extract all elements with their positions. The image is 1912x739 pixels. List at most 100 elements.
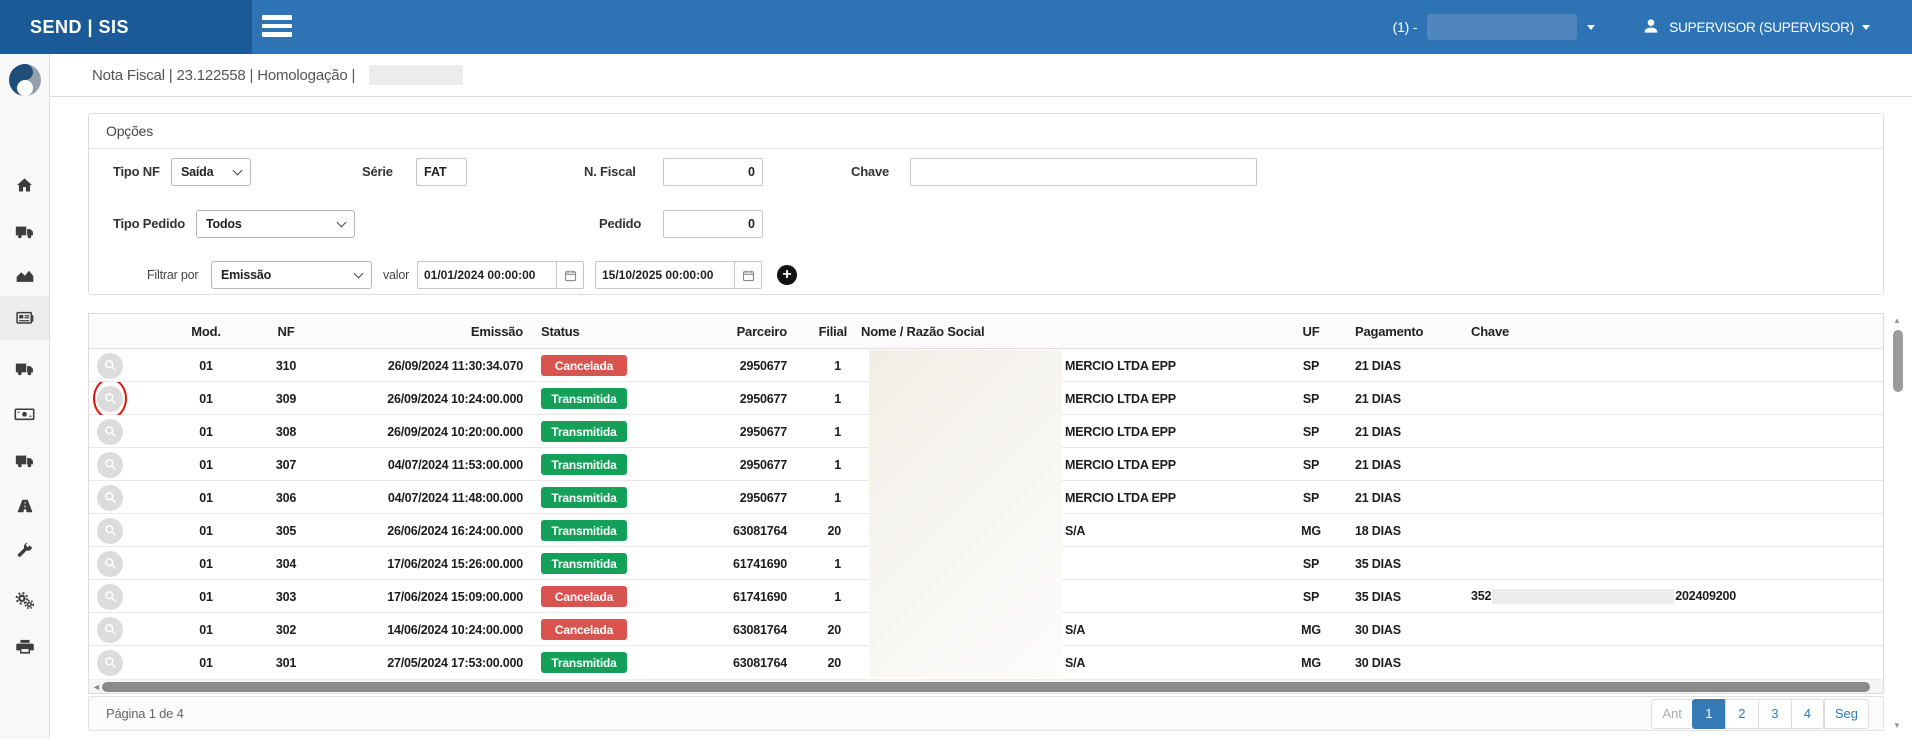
scroll-down-arrow-icon[interactable]: ▼ xyxy=(1893,721,1901,730)
row-search-button[interactable] xyxy=(97,385,123,412)
chave-input[interactable] xyxy=(910,158,1257,186)
breadcrumb: Nota Fiscal | 23.122558 | Homologação | xyxy=(92,66,356,84)
cell-nf: 308 xyxy=(275,424,297,439)
cell-chave: 352 202409200 xyxy=(1441,589,1883,605)
prev-page-button[interactable]: Ant xyxy=(1651,698,1692,729)
cell-parceiro: 63081764 xyxy=(732,655,787,670)
cell-mod: 01 xyxy=(199,391,213,406)
sidebar xyxy=(0,54,50,739)
tipo-pedido-select[interactable]: Todos xyxy=(196,210,355,238)
row-search-button[interactable] xyxy=(97,550,123,577)
sidebar-item-gears[interactable] xyxy=(0,578,49,622)
row-search-button[interactable] xyxy=(97,517,123,544)
next-page-button[interactable]: Seg xyxy=(1823,698,1869,729)
row-search-button[interactable] xyxy=(97,649,123,676)
cell-filial: 1 xyxy=(834,589,841,604)
valor-label: valor xyxy=(383,268,410,282)
user-menu[interactable]: SUPERVISOR (SUPERVISOR) xyxy=(1641,16,1870,39)
cell-parceiro: 61741690 xyxy=(732,589,787,604)
org-selector-redacted[interactable] xyxy=(1427,14,1578,40)
sidebar-item-newspaper[interactable] xyxy=(0,296,49,340)
cell-emissao: 26/09/2024 10:20:00.000 xyxy=(387,424,523,439)
cell-pagamento: 30 DIAS xyxy=(1355,622,1401,637)
cell-status: Transmitida xyxy=(531,520,681,541)
date-to-input[interactable] xyxy=(595,261,734,289)
app-logo-icon[interactable] xyxy=(7,62,43,98)
calendar-icon[interactable] xyxy=(734,261,762,289)
cell-parceiro: 2950677 xyxy=(739,424,787,439)
sidebar-item-home[interactable] xyxy=(0,163,49,207)
gears-icon xyxy=(14,590,35,611)
header-parceiro: Parceiro xyxy=(736,323,788,339)
menu-toggle-icon[interactable] xyxy=(262,15,296,39)
sidebar-item-truck[interactable] xyxy=(0,210,49,254)
page-button-3[interactable]: 3 xyxy=(1757,698,1791,729)
cell-parceiro: 2950677 xyxy=(739,457,787,472)
cell-nome: MERCIO LTDA EPP xyxy=(1065,490,1176,505)
row-search-button[interactable] xyxy=(97,418,123,445)
filtrar-por-select[interactable]: Emissão xyxy=(211,261,372,289)
sidebar-item-road[interactable] xyxy=(0,484,49,528)
row-search-button[interactable] xyxy=(97,352,123,379)
cell-uf: MG xyxy=(1301,622,1321,637)
cell-emissao: 17/06/2024 15:09:00.000 xyxy=(387,589,523,604)
status-badge: Transmitida xyxy=(541,520,627,541)
row-actions-cell xyxy=(89,382,161,415)
row-actions-cell xyxy=(89,613,161,646)
vertical-scrollbar-thumb[interactable] xyxy=(1893,330,1903,392)
cell-status: Cancelada xyxy=(531,355,681,376)
cell-filial: 1 xyxy=(834,556,841,571)
cell-pagamento: 21 DIAS xyxy=(1355,490,1401,505)
cell-nf: 306 xyxy=(275,490,297,505)
cell-parceiro: 2950677 xyxy=(739,391,787,406)
cell-mod: 01 xyxy=(199,556,213,571)
row-search-button[interactable] xyxy=(97,451,123,478)
cell-uf: MG xyxy=(1301,655,1321,670)
cell-pagamento: 35 DIAS xyxy=(1355,556,1401,571)
sidebar-item-wrench[interactable] xyxy=(0,529,49,573)
cell-status: Transmitida xyxy=(531,487,681,508)
horizontal-scrollbar[interactable]: ◄ xyxy=(89,679,1883,693)
chevron-down-icon xyxy=(353,268,364,279)
sidebar-item-truck[interactable] xyxy=(0,347,49,391)
sidebar-item-area-chart[interactable] xyxy=(0,254,49,298)
cell-nf: 310 xyxy=(275,358,297,373)
header-nf: NF xyxy=(277,323,295,339)
page-button-2[interactable]: 2 xyxy=(1724,698,1758,729)
cell-parceiro: 61741690 xyxy=(732,556,787,571)
row-actions-cell xyxy=(89,580,161,613)
cell-uf: SP xyxy=(1302,391,1320,406)
sidebar-item-money[interactable] xyxy=(0,392,49,436)
truck-icon xyxy=(15,222,35,242)
page-button-1[interactable]: 1 xyxy=(1691,698,1725,729)
sidebar-item-printer[interactable] xyxy=(0,625,49,669)
sidebar-item-truck[interactable] xyxy=(0,439,49,483)
pedido-input[interactable] xyxy=(663,210,763,238)
row-search-button[interactable] xyxy=(97,616,123,643)
calendar-icon[interactable] xyxy=(556,261,584,289)
cell-filial: 20 xyxy=(827,523,841,538)
n-fiscal-input[interactable] xyxy=(663,158,763,186)
date-from-input[interactable] xyxy=(417,261,556,289)
row-actions-cell xyxy=(89,448,161,481)
row-search-button[interactable] xyxy=(97,484,123,511)
user-name-label: SUPERVISOR (SUPERVISOR) xyxy=(1669,19,1854,35)
page-button-4[interactable]: 4 xyxy=(1790,698,1824,729)
cell-nf: 304 xyxy=(275,556,297,571)
home-icon xyxy=(15,176,34,195)
status-badge: Transmitida xyxy=(541,487,627,508)
tipo-nf-select[interactable]: Saída xyxy=(171,158,251,186)
search-submit-button[interactable]: + xyxy=(777,265,797,285)
scroll-up-arrow-icon[interactable]: ▲ xyxy=(1893,316,1901,325)
cell-nf: 305 xyxy=(275,523,297,538)
scroll-left-arrow-icon[interactable]: ◄ xyxy=(92,682,101,692)
tipo-nf-value: Saída xyxy=(181,165,214,179)
row-search-button[interactable] xyxy=(97,583,123,610)
cell-uf: SP xyxy=(1302,490,1320,505)
vertical-scrollbar[interactable]: ▲ ▼ xyxy=(1891,316,1905,730)
cell-pagamento: 21 DIAS xyxy=(1355,391,1401,406)
chevron-down-icon[interactable] xyxy=(1587,24,1596,30)
serie-input[interactable] xyxy=(416,158,467,186)
horizontal-scrollbar-thumb[interactable] xyxy=(102,682,1870,692)
